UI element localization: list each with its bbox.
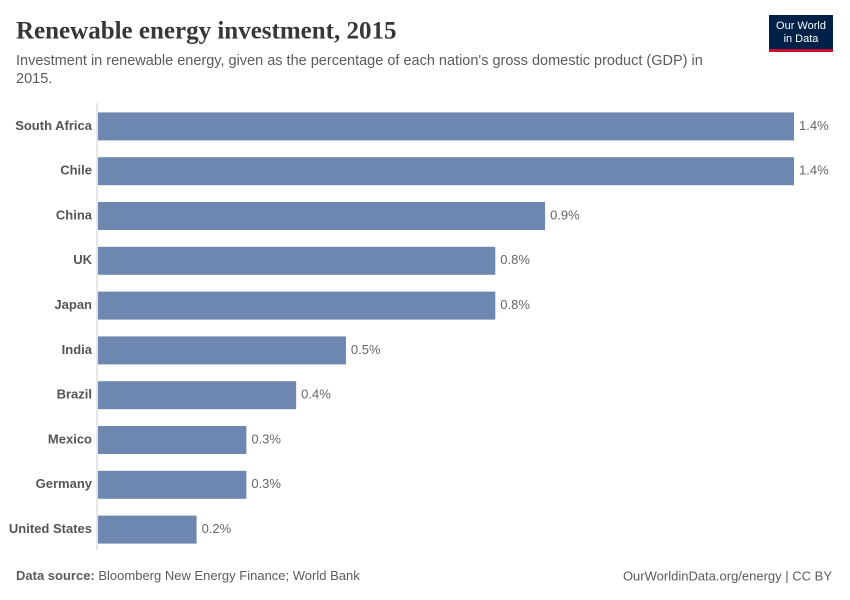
- footer-source: Data source: Bloomberg New Energy Financ…: [16, 568, 360, 583]
- bar: [98, 470, 247, 499]
- value-label: 0.8%: [500, 297, 530, 312]
- category-label: South Africa: [15, 118, 93, 133]
- value-label: 0.3%: [251, 431, 281, 446]
- subtitle-box: Investment in renewable energy, given as…: [16, 53, 703, 87]
- value-label: 0.9%: [550, 207, 580, 222]
- bar: [98, 157, 794, 186]
- value-label: 0.2%: [202, 521, 232, 536]
- bar: [98, 515, 197, 544]
- bar: [98, 246, 496, 275]
- value-label: 0.5%: [351, 342, 381, 357]
- logo-box: [769, 15, 833, 51]
- logo-text: Our World: [776, 20, 826, 32]
- bar: [98, 381, 297, 410]
- bar: [98, 112, 794, 141]
- logo: Our World in Data: [769, 15, 833, 52]
- category-label: Germany: [36, 476, 93, 491]
- bar: [98, 291, 496, 320]
- category-label: UK: [73, 252, 92, 267]
- category-label: Mexico: [48, 431, 92, 446]
- value-label: 1.4%: [799, 118, 829, 133]
- category-label: China: [56, 207, 93, 222]
- footer-right: OurWorldinData.org/energy | CC BY: [623, 568, 832, 583]
- category-label: Chile: [60, 163, 92, 178]
- chart-title: Renewable energy investment, 2015: [16, 18, 397, 45]
- value-label: 0.3%: [251, 476, 281, 491]
- bar: [98, 336, 346, 365]
- bar: [98, 426, 247, 454]
- category-label: United States: [9, 521, 92, 536]
- logo-text: in Data: [784, 33, 820, 45]
- category-label: Japan: [54, 297, 92, 312]
- category-label: India: [62, 342, 93, 357]
- value-label: 1.4%: [799, 163, 829, 178]
- category-label: Brazil: [57, 387, 92, 402]
- logo-stripe: [769, 49, 833, 52]
- bar: [98, 202, 546, 230]
- value-label: 0.4%: [301, 387, 331, 402]
- value-label: 0.8%: [500, 252, 530, 267]
- source-text: Bloomberg New Energy Finance; World Bank: [98, 568, 360, 583]
- chart-subtitle: Investment in renewable energy, given as…: [16, 53, 703, 87]
- source-label: Data source:: [16, 568, 95, 583]
